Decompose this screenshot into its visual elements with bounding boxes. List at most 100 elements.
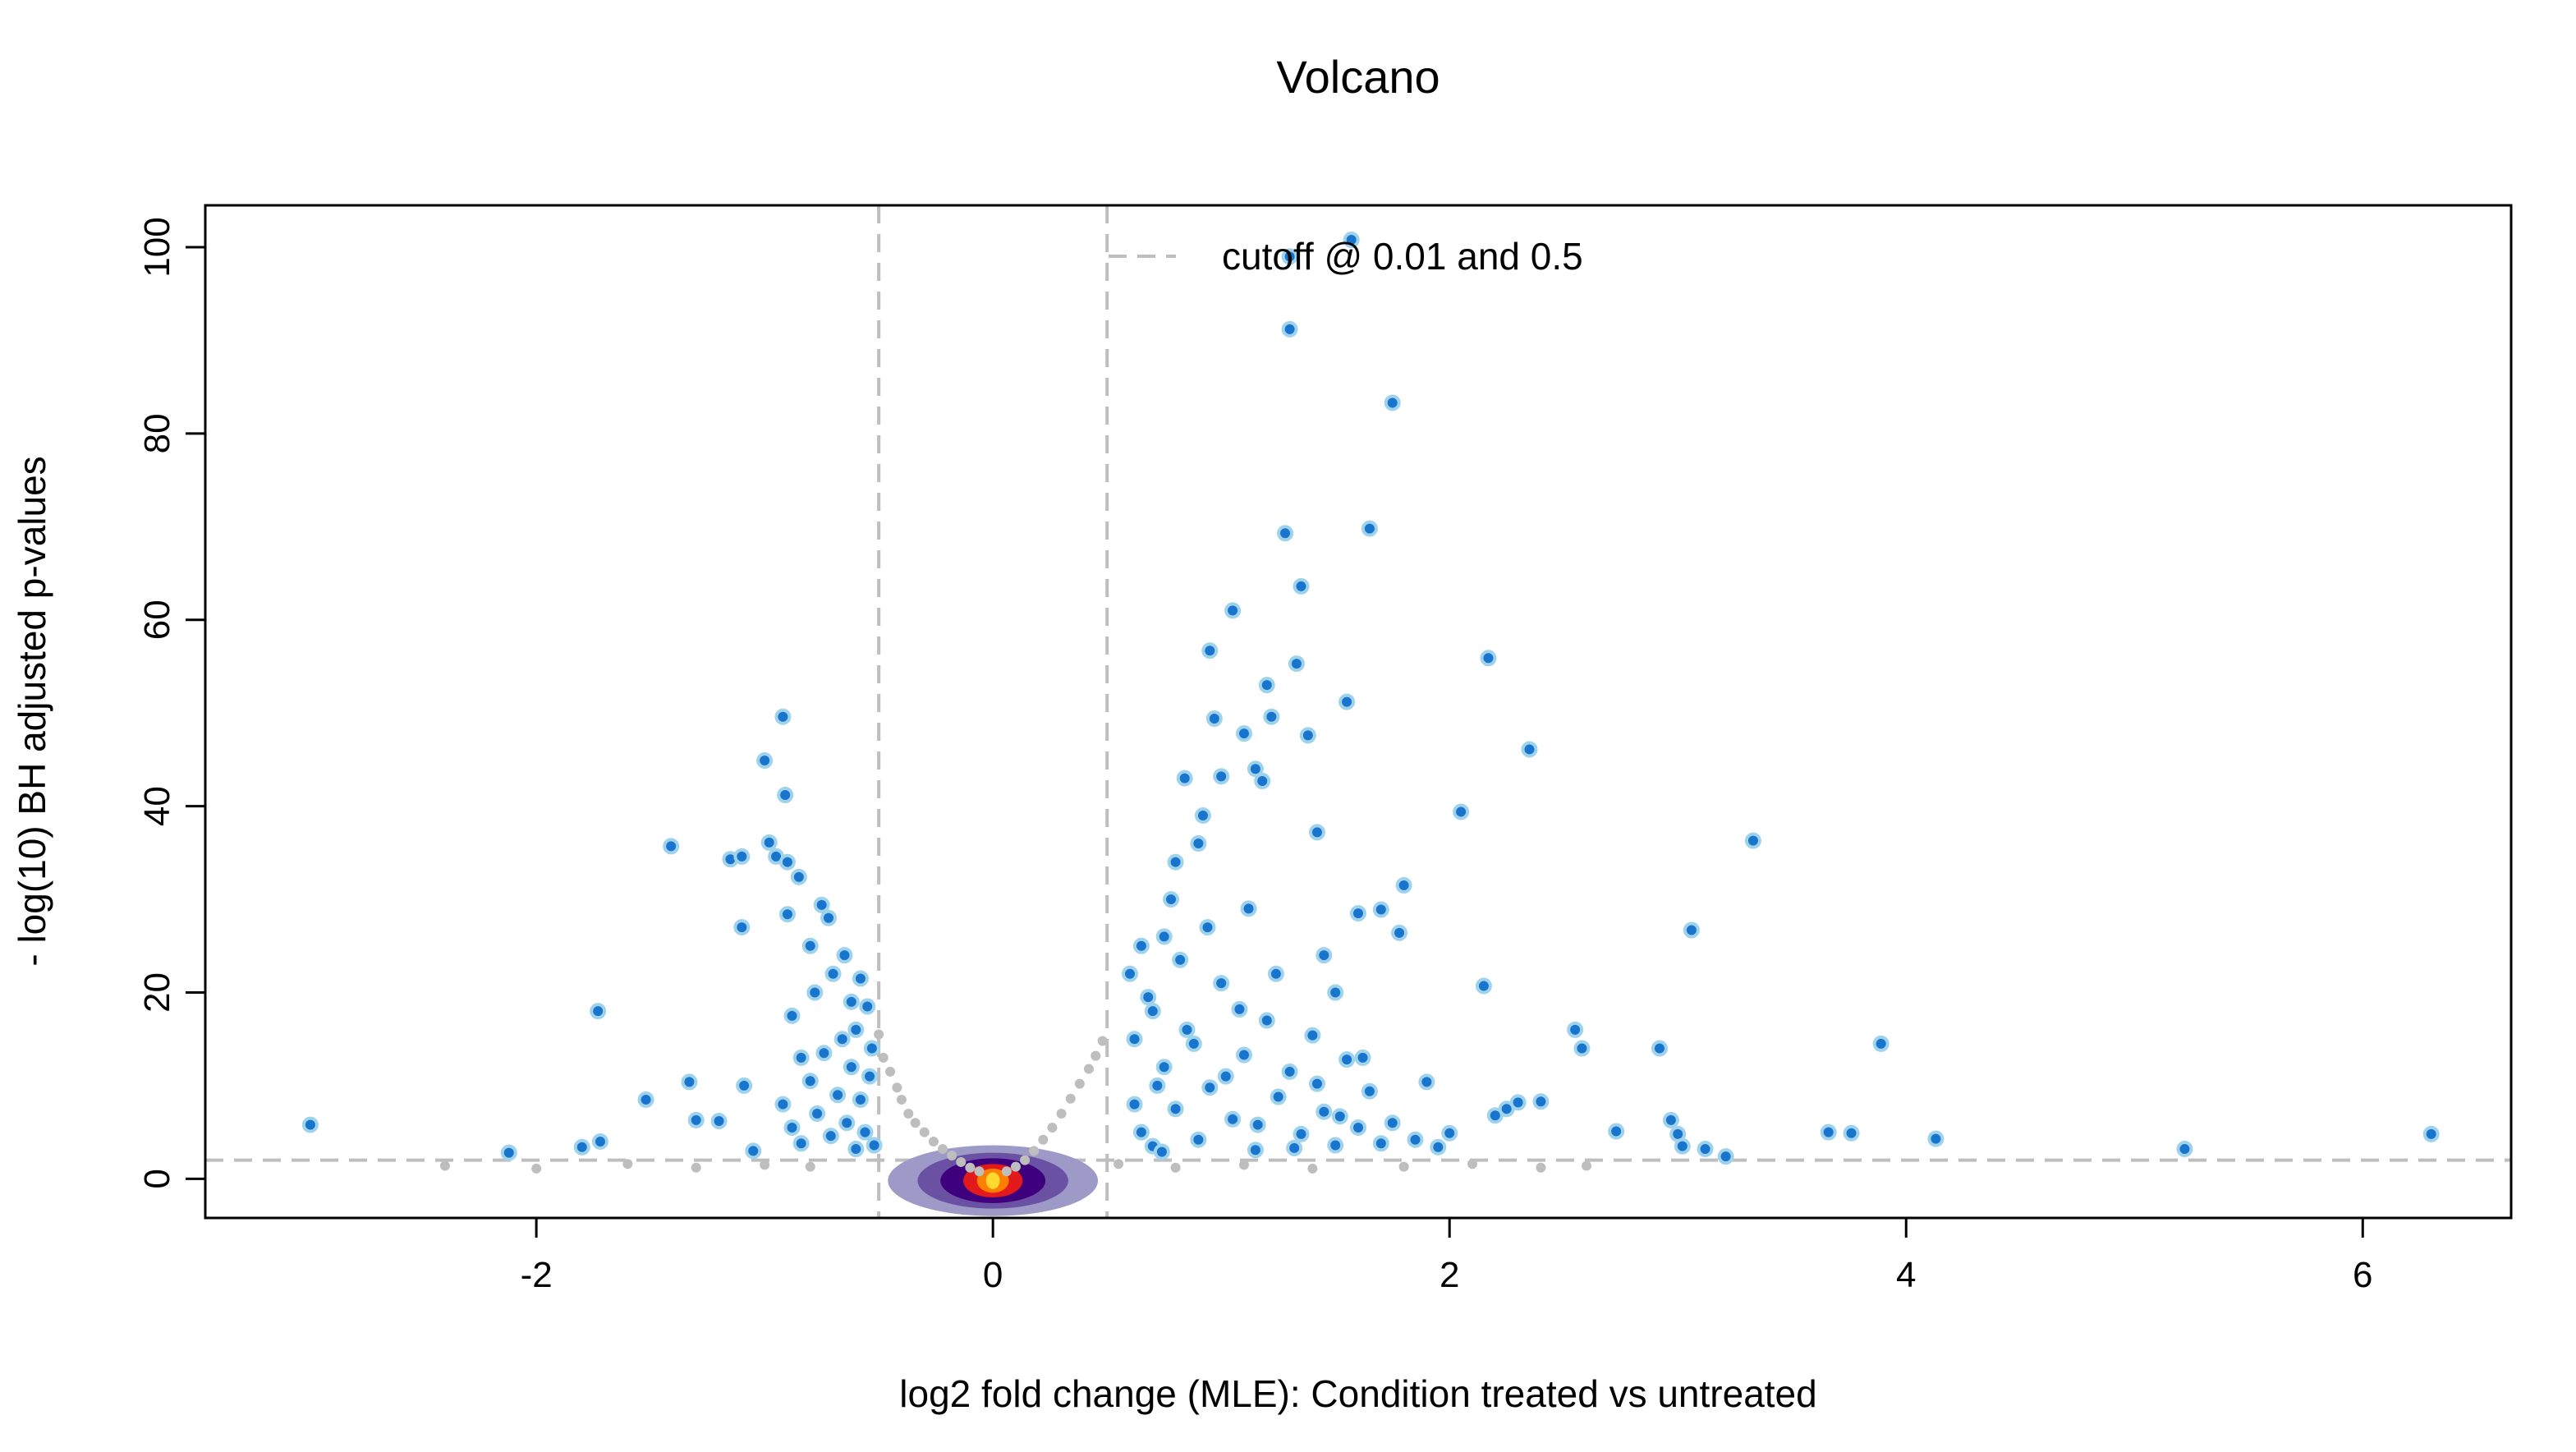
point-significant-35 — [774, 1096, 792, 1113]
point-significant-36 — [783, 1119, 801, 1136]
point-significant-93 — [1480, 650, 1497, 667]
point-significant-150 — [1249, 1116, 1266, 1133]
point-significant-137 — [1372, 1135, 1389, 1152]
point-nonsignificant-32 — [1114, 1159, 1124, 1169]
point-significant-57 — [1155, 928, 1173, 945]
point-significant-109 — [1744, 832, 1761, 849]
point-significant-81 — [1327, 984, 1344, 1001]
point-significant-83 — [1343, 231, 1360, 248]
point-significant-16 — [760, 834, 778, 851]
point-significant-29 — [824, 965, 842, 982]
y-tick-label-100: 100 — [137, 217, 177, 277]
point-nonsignificant-37 — [1467, 1159, 1478, 1169]
point-significant-102 — [1651, 1040, 1668, 1057]
point-nonsignificant-26 — [1056, 1108, 1067, 1119]
y-axis-label: - log(10) BH adjusted p-values — [11, 456, 53, 966]
point-significant-113 — [1927, 1130, 1945, 1147]
point-significant-118 — [1155, 1059, 1173, 1076]
point-nonsignificant-19 — [974, 1166, 985, 1177]
point-significant-22 — [783, 1007, 801, 1024]
point-significant-152 — [1286, 1139, 1303, 1156]
point-nonsignificant-5 — [805, 1161, 815, 1172]
point-significant-90 — [1418, 1073, 1435, 1091]
point-significant-127 — [1258, 1012, 1275, 1029]
point-significant-119 — [1167, 1100, 1184, 1118]
point-nonsignificant-0 — [439, 1160, 450, 1171]
point-nonsignificant-34 — [1238, 1160, 1249, 1170]
point-significant-108 — [1717, 1148, 1734, 1165]
point-significant-88 — [1391, 924, 1408, 941]
point-significant-82 — [1339, 693, 1356, 710]
point-significant-59 — [1167, 853, 1184, 871]
point-significant-30 — [836, 947, 853, 964]
point-nonsignificant-3 — [691, 1162, 701, 1173]
point-nonsignificant-10 — [896, 1094, 907, 1105]
point-nonsignificant-24 — [1038, 1134, 1049, 1145]
point-significant-77 — [1293, 577, 1310, 595]
x-tick-label--2: -2 — [521, 1255, 553, 1295]
point-significant-134 — [1339, 1051, 1356, 1068]
point-nonsignificant-21 — [1010, 1161, 1021, 1172]
legend-label: cutoff @ 0.01 and 0.5 — [1222, 235, 1583, 278]
point-significant-20 — [778, 853, 796, 871]
point-significant-39 — [809, 1105, 826, 1122]
point-significant-37 — [792, 1135, 810, 1152]
point-nonsignificant-25 — [1047, 1122, 1058, 1133]
point-significant-100 — [1573, 1040, 1591, 1057]
point-significant-15 — [756, 752, 774, 770]
point-significant-63 — [1201, 642, 1219, 659]
point-nonsignificant-16 — [947, 1151, 957, 1161]
point-nonsignificant-30 — [1091, 1050, 1101, 1061]
point-nonsignificant-17 — [956, 1156, 967, 1167]
point-significant-47 — [852, 1091, 869, 1108]
point-significant-7 — [681, 1073, 698, 1091]
x-tick-label-0: 0 — [983, 1255, 1003, 1295]
y-tick-label-0: 0 — [137, 1169, 177, 1188]
point-nonsignificant-8 — [885, 1066, 896, 1077]
point-nonsignificant-20 — [1001, 1166, 1012, 1177]
point-nonsignificant-9 — [892, 1082, 902, 1093]
point-nonsignificant-15 — [938, 1144, 948, 1155]
point-significant-68 — [1240, 900, 1257, 917]
y-axis: 0 20 40 60 80 100 — [137, 217, 205, 1189]
point-significant-25 — [801, 937, 819, 954]
point-significant-133 — [1327, 1137, 1344, 1154]
point-significant-40 — [815, 1045, 833, 1062]
point-significant-114 — [2176, 1141, 2193, 1158]
legend: cutoff @ 0.01 and 0.5 — [1109, 235, 1583, 278]
point-significant-3 — [590, 1003, 607, 1020]
point-significant-103 — [1662, 1111, 1679, 1128]
point-significant-55 — [1144, 1003, 1161, 1020]
point-significant-115 — [2422, 1125, 2440, 1142]
point-significant-70 — [1254, 773, 1271, 790]
point-significant-130 — [1293, 1125, 1310, 1142]
density-layer-6 — [985, 1172, 1000, 1189]
point-significant-91 — [1453, 803, 1470, 820]
point-significant-125 — [1235, 1046, 1252, 1064]
point-nonsignificant-7 — [878, 1052, 889, 1063]
point-significant-123 — [1213, 975, 1230, 992]
plot-frame — [204, 204, 2513, 1220]
point-significant-13 — [736, 1077, 753, 1094]
point-significant-80 — [1316, 947, 1333, 964]
point-significant-98 — [1532, 1093, 1550, 1110]
point-significant-78 — [1299, 727, 1316, 744]
point-significant-144 — [1153, 1143, 1170, 1160]
point-significant-122 — [1201, 1079, 1219, 1096]
x-tick-label-2: 2 — [1440, 1255, 1459, 1295]
point-nonsignificant-39 — [1582, 1160, 1592, 1171]
point-significant-46 — [847, 1141, 865, 1158]
point-significant-79 — [1308, 824, 1325, 841]
point-significant-49 — [861, 1068, 879, 1085]
point-significant-2 — [573, 1138, 590, 1156]
point-significant-54 — [1132, 937, 1150, 954]
point-significant-1 — [500, 1144, 517, 1161]
point-significant-53 — [1126, 1031, 1143, 1048]
y-tick-label-40: 40 — [137, 786, 177, 826]
point-significant-87 — [1384, 394, 1401, 411]
y-tick-label-80: 80 — [137, 413, 177, 453]
point-significant-8 — [687, 1111, 705, 1128]
point-nonsignificant-29 — [1083, 1064, 1094, 1074]
point-significant-124 — [1224, 1110, 1242, 1128]
